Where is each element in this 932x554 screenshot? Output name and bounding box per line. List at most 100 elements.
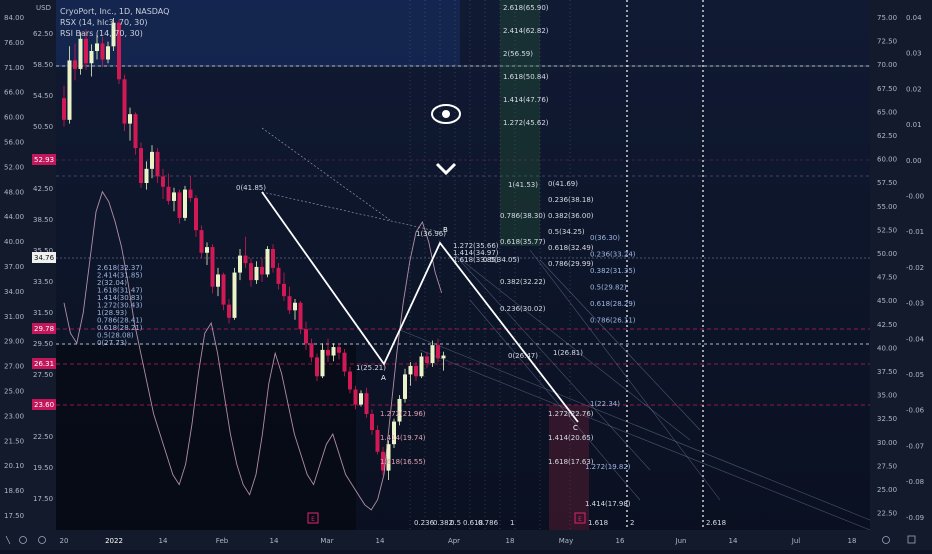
candle bbox=[150, 151, 154, 169]
candle bbox=[221, 274, 226, 305]
candle bbox=[271, 249, 275, 268]
fib-top-label: 2.618(65.90) bbox=[503, 4, 549, 12]
fib-left-label: 0.618(28.21) bbox=[97, 324, 143, 332]
candle bbox=[238, 255, 242, 273]
candle bbox=[84, 38, 88, 64]
left-price-tick: 44.00 bbox=[4, 213, 24, 221]
right-price-tick: 32.50 bbox=[877, 415, 897, 423]
candle bbox=[430, 345, 435, 364]
fib-left-label: 0(27.73) bbox=[97, 339, 127, 347]
candle bbox=[100, 43, 105, 60]
fib-b-extension-label: 1.414(34.97) bbox=[453, 249, 499, 257]
fib-right-label: 1(22.34) bbox=[590, 400, 620, 408]
earnings-marker-label: E bbox=[311, 516, 315, 523]
trend-line bbox=[261, 191, 441, 233]
candle bbox=[414, 365, 418, 377]
right-price-tick: 75.00 bbox=[877, 14, 897, 22]
candle bbox=[172, 192, 176, 201]
left-price-tick: 66.00 bbox=[4, 89, 24, 97]
right-osc-tick: -0.00 bbox=[906, 193, 924, 201]
time-axis-tick: Apr bbox=[448, 537, 460, 545]
fib-fan-line bbox=[539, 259, 701, 431]
fib-time-label: 0.236 bbox=[414, 519, 435, 527]
fib-time-label: 2 bbox=[630, 519, 634, 527]
fib-left-label: 2.414(31.85) bbox=[97, 272, 143, 280]
fib-time-label: 1 bbox=[510, 519, 514, 527]
timezone-icon bbox=[19, 536, 27, 544]
right-price-tick: 62.50 bbox=[877, 132, 897, 140]
left-price-tick: 27.00 bbox=[4, 363, 24, 371]
fib-projection-box bbox=[500, 0, 540, 246]
candle bbox=[304, 329, 308, 344]
time-axis-tick: 16 bbox=[616, 537, 625, 545]
settings-icon bbox=[38, 536, 46, 544]
fib-time-label: 1.618 bbox=[588, 519, 608, 527]
candle bbox=[386, 444, 391, 471]
candle bbox=[73, 60, 77, 69]
fib-left-label: 0.786(28.41) bbox=[97, 317, 143, 325]
fib-right-label: 0.618(28.29) bbox=[590, 300, 636, 308]
fib-c-extension-label: 1.414(20.65) bbox=[548, 434, 594, 442]
left-price-tick: 40.00 bbox=[4, 238, 24, 246]
fib-left-label: 0.5(28.08) bbox=[97, 332, 134, 340]
eye-pupil-icon bbox=[442, 110, 450, 118]
time-axis-tick: 14 bbox=[270, 537, 279, 545]
time-axis-tick: 18 bbox=[848, 537, 857, 545]
candle bbox=[95, 43, 99, 51]
fib-top-label: 0.786(38.30) bbox=[500, 212, 546, 220]
left-scale-area bbox=[0, 0, 56, 530]
fib-c2-label: 1.272(19.82) bbox=[585, 463, 631, 471]
fib-top-label: 1.272(45.62) bbox=[503, 119, 549, 127]
fib-b-extension-label: 1.272(35.66) bbox=[453, 242, 499, 250]
candle bbox=[122, 79, 127, 124]
fib-mid-label: 0.382(36.00) bbox=[548, 212, 594, 220]
right-price-tick: 45.00 bbox=[877, 297, 897, 305]
candle bbox=[348, 371, 352, 390]
right-price-tick: 70.00 bbox=[877, 61, 897, 69]
fib-top-label: 0.5(34.05) bbox=[483, 256, 520, 264]
earnings-marker-label: E bbox=[578, 516, 582, 523]
scale-icon bbox=[5, 535, 11, 545]
left-price-tick: 84.00 bbox=[4, 14, 24, 22]
fib-right-label: 0.786(26.11) bbox=[590, 317, 636, 325]
wave-b-label: B bbox=[443, 226, 448, 234]
candle bbox=[375, 430, 380, 452]
time-axis-tick: Jun bbox=[675, 537, 687, 545]
fib-top-label: 0.382(32.22) bbox=[500, 278, 546, 286]
right-osc-tick: -0.02 bbox=[906, 264, 924, 272]
fib-mid-label: 0.786(29.99) bbox=[548, 260, 594, 268]
fib-time-label: 0.618 bbox=[463, 519, 483, 527]
fib-left-label: 2(32.04) bbox=[97, 279, 127, 287]
candle bbox=[254, 266, 259, 281]
candle bbox=[326, 349, 330, 356]
level-badge-bg bbox=[32, 323, 56, 334]
right-osc-tick: 0.00 bbox=[906, 157, 922, 165]
time-axis-tick: 2022 bbox=[105, 537, 123, 545]
fib-c-extension-label: 1.272(22.76) bbox=[548, 410, 594, 418]
candle bbox=[331, 347, 336, 356]
level-badge: 29.78 bbox=[34, 325, 54, 333]
time-axis bbox=[0, 530, 932, 550]
right-osc-tick: 0.01 bbox=[906, 121, 922, 129]
indicator-rsi-bars[interactable]: RSI Bars (14, 70, 30) bbox=[60, 29, 143, 38]
level-badge-bg bbox=[32, 154, 56, 165]
earnings-marker-icon bbox=[574, 512, 586, 524]
left-price-tick: 21.50 bbox=[4, 437, 24, 445]
candle bbox=[177, 192, 182, 218]
right-price-tick: 30.00 bbox=[877, 439, 897, 447]
fib-top-label: 1(41.53) bbox=[508, 181, 538, 189]
symbol-title[interactable]: CryoPort, Inc., 1D, NASDAQ bbox=[60, 7, 170, 16]
candle bbox=[436, 345, 440, 359]
right-osc-tick: 0.03 bbox=[906, 50, 922, 58]
auto-scale-icon bbox=[907, 535, 916, 544]
right-osc-tick: -0.05 bbox=[906, 371, 924, 379]
candle bbox=[260, 266, 264, 275]
candle bbox=[62, 98, 66, 120]
right-price-tick: 65.00 bbox=[877, 108, 897, 116]
wave-a-price-label: 1(25.21) bbox=[356, 364, 386, 372]
right-osc-tick: -0.08 bbox=[906, 478, 924, 486]
indicator-rsx[interactable]: RSX (14, hlc3, 70, 30) bbox=[60, 18, 148, 27]
fib-c-extension-label: 1.618(17.63) bbox=[548, 458, 594, 466]
